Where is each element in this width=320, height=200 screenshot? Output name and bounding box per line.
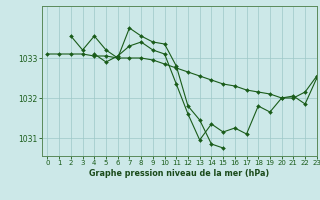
X-axis label: Graphe pression niveau de la mer (hPa): Graphe pression niveau de la mer (hPa) [89,169,269,178]
